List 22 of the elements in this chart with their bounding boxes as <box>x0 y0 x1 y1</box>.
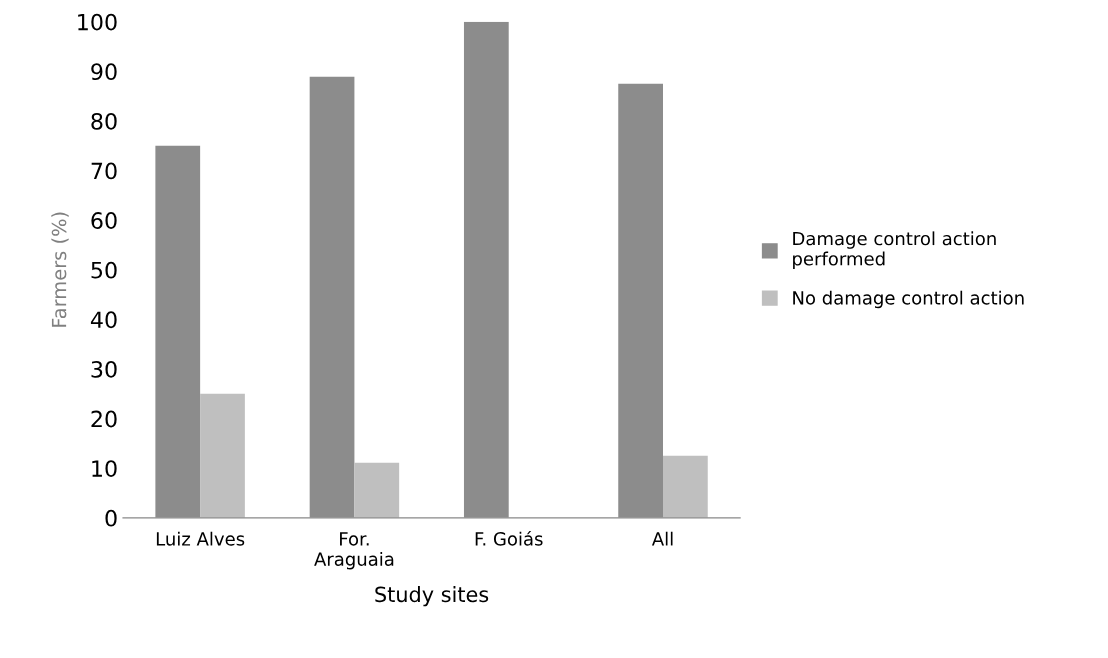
y-tick-label: 80 <box>91 112 117 130</box>
y-tick-label: 30 <box>91 360 117 378</box>
y-tick-label: 60 <box>91 212 117 229</box>
x-tick-label: All <box>651 531 673 546</box>
y-tick-label: 40 <box>90 311 117 329</box>
bar <box>354 462 400 518</box>
x-tick-label: Luiz Alves <box>156 531 245 546</box>
y-tick-label: 50 <box>91 261 117 279</box>
y-tick-label: 20 <box>91 410 117 428</box>
y-tick-label: 10 <box>92 460 117 477</box>
legend-label: No damage control action <box>793 290 1024 309</box>
y-tick-label: 100 <box>78 13 117 31</box>
y-tick-label: 70 <box>91 162 117 180</box>
x-tick-label: F. Goiás <box>475 531 543 546</box>
y-tick-label: 0 <box>105 509 117 527</box>
bar <box>200 393 245 518</box>
bar <box>663 455 708 518</box>
x-tick-label: For. Araguaia <box>314 532 394 570</box>
x-axis-title: Study sites <box>375 586 489 607</box>
legend-label: Damage control action performed <box>793 231 996 270</box>
y-axis-title: Farmers (%) <box>51 212 69 327</box>
y-tick-label: 90 <box>91 63 117 81</box>
